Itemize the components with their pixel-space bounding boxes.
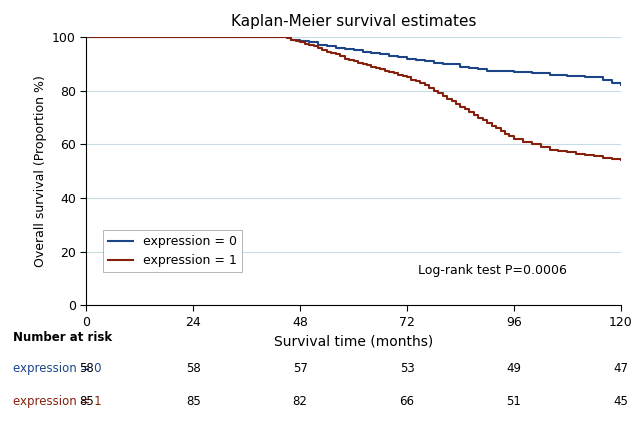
expression = 0	[457, 64, 465, 69]
X-axis label: Survival time (months): Survival time (months)	[274, 334, 433, 348]
expression = 1	[510, 136, 518, 142]
expression = 1	[372, 65, 380, 71]
Y-axis label: Overall survival (Proportion %): Overall survival (Proportion %)	[33, 75, 47, 267]
Legend: expression = 0, expression = 1: expression = 0, expression = 1	[103, 230, 243, 272]
Line: expression = 0: expression = 0	[86, 37, 621, 85]
Text: 82: 82	[292, 395, 308, 408]
expression = 1	[301, 40, 308, 45]
Title: Kaplan-Meier survival estimates: Kaplan-Meier survival estimates	[231, 14, 476, 29]
expression = 0	[305, 40, 313, 45]
Text: expression = 1: expression = 1	[13, 395, 101, 408]
Text: Number at risk: Number at risk	[13, 331, 112, 344]
Text: 85: 85	[79, 395, 94, 408]
expression = 0	[83, 34, 90, 40]
expression = 0	[617, 83, 625, 88]
Text: 66: 66	[399, 395, 415, 408]
Line: expression = 1: expression = 1	[86, 37, 621, 160]
expression = 0	[465, 64, 473, 69]
expression = 1	[510, 134, 518, 139]
Text: 58: 58	[79, 362, 94, 375]
Text: 51: 51	[506, 395, 522, 408]
Text: Log-rank test P=0.0006: Log-rank test P=0.0006	[418, 264, 566, 277]
expression = 0	[385, 53, 393, 58]
Text: expression = 0: expression = 0	[13, 362, 101, 375]
Text: 49: 49	[506, 362, 522, 375]
expression = 1	[617, 158, 625, 163]
Text: 58: 58	[186, 362, 201, 375]
Text: 45: 45	[613, 395, 628, 408]
expression = 0	[412, 56, 420, 61]
expression = 1	[363, 63, 371, 68]
Text: 47: 47	[613, 362, 628, 375]
expression = 1	[617, 158, 625, 163]
expression = 1	[83, 34, 90, 40]
Text: 85: 85	[186, 395, 201, 408]
expression = 0	[617, 83, 625, 88]
expression = 0	[430, 58, 438, 64]
Text: 53: 53	[399, 362, 415, 375]
Text: 57: 57	[292, 362, 308, 375]
expression = 1	[310, 44, 317, 49]
